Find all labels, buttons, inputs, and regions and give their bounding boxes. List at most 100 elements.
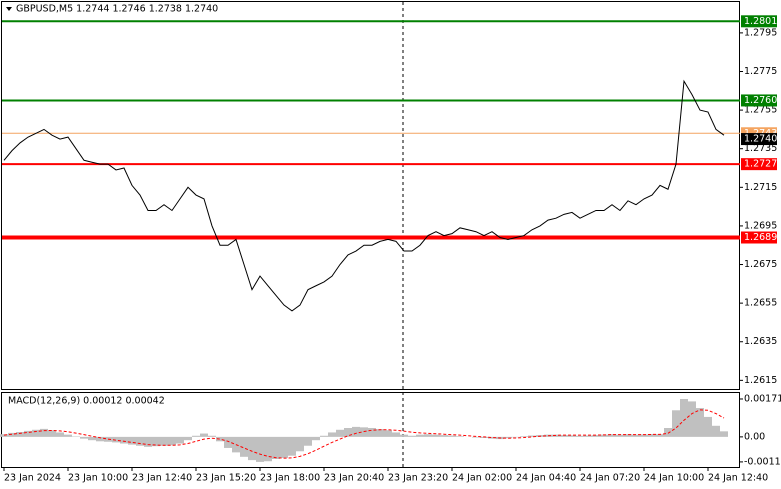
macd-bar	[360, 427, 368, 437]
macd-bar	[0, 434, 8, 437]
macd-bar	[480, 436, 488, 438]
macd-bar	[416, 434, 424, 437]
macd-bar	[48, 430, 56, 437]
macd-bar	[672, 410, 680, 437]
macd-bar	[296, 436, 304, 452]
signal-line	[3, 409, 725, 459]
macd-bar	[168, 436, 176, 446]
macd-bar	[408, 435, 416, 437]
level-label-box	[741, 15, 777, 28]
macd-bar	[288, 436, 296, 456]
macd-bar	[320, 435, 328, 437]
macd-bar	[368, 428, 376, 437]
y-tick-label: 1.2795	[744, 27, 777, 38]
macd-bar	[456, 436, 464, 437]
macd-bar	[264, 436, 272, 462]
macd-bar	[488, 436, 496, 439]
macd-bar	[712, 425, 720, 437]
price-line	[3, 79, 725, 312]
y-tick-label: 1.2735	[744, 143, 777, 154]
macd-bar	[608, 434, 616, 437]
macd-bar	[560, 435, 568, 437]
macd-bar	[352, 426, 360, 437]
macd-bar	[544, 434, 552, 437]
macd-bar	[144, 436, 152, 447]
macd-bar	[584, 435, 592, 437]
macd-bar	[336, 429, 344, 437]
macd-bar	[680, 398, 688, 437]
level-label-box	[741, 158, 777, 171]
macd-bar	[240, 436, 248, 457]
macd-bar	[128, 436, 136, 445]
macd-bar	[440, 435, 448, 437]
x-tick-label: 24 Jan 07:20	[580, 473, 640, 484]
macd-bar	[696, 408, 704, 437]
macd-bar	[152, 436, 160, 447]
macd-bar	[616, 434, 624, 437]
x-tick-label: 24 Jan 04:40	[516, 473, 576, 484]
x-tick-label: 23 Jan 20:40	[324, 473, 384, 484]
y-tick-label: 1.2655	[744, 298, 777, 309]
macd-bar	[136, 436, 144, 446]
macd-bar	[704, 416, 712, 437]
macd-bar	[192, 435, 200, 437]
macd-bar	[16, 431, 24, 437]
macd-bar	[720, 431, 728, 437]
y-tick-label: 1.2615	[744, 375, 777, 386]
macd-bar	[96, 436, 104, 442]
macd-bar	[112, 436, 120, 443]
macd-bar	[472, 436, 480, 438]
x-tick-label: 24 Jan 02:00	[452, 473, 512, 484]
level-label: 1.2801	[744, 16, 777, 27]
macd-bar	[40, 428, 48, 437]
x-tick-label: 23 Jan 10:00	[68, 473, 128, 484]
macd-bar	[312, 436, 320, 441]
x-tick-label: 23 Jan 23:20	[388, 473, 448, 484]
macd-bar	[24, 430, 32, 437]
macd-bar	[520, 436, 528, 437]
macd-bar	[184, 436, 192, 441]
macd-bar	[664, 428, 672, 437]
macd-bar	[56, 432, 64, 437]
macd-bar	[200, 433, 208, 437]
macd-bar	[120, 436, 128, 444]
macd-panel-frame	[1, 392, 740, 468]
y-tick-label: 1.2755	[744, 105, 777, 116]
y-tick-label: 1.2715	[744, 182, 777, 193]
macd-bar	[304, 436, 312, 446]
x-tick-label: 23 Jan 12:40	[132, 473, 192, 484]
macd-bar	[280, 436, 288, 458]
macd-bar	[176, 436, 184, 444]
macd-bar	[216, 436, 224, 442]
macd-bar	[504, 436, 512, 439]
menu-arrow	[6, 7, 12, 11]
macd-bar	[432, 434, 440, 437]
macd-bar	[648, 433, 656, 437]
y-tick-label: 0.00	[744, 431, 765, 442]
macd-bar	[384, 430, 392, 437]
macd-bar	[632, 434, 640, 437]
macd-bar	[80, 436, 88, 439]
y-tick-label: 1.2635	[744, 336, 777, 347]
macd-bar	[64, 434, 72, 437]
macd-bar	[376, 429, 384, 437]
macd-bar	[448, 435, 456, 437]
macd-bar	[8, 432, 16, 437]
macd-bar	[224, 436, 232, 448]
macd-bar	[88, 436, 96, 441]
macd-bar	[624, 434, 632, 437]
macd-bar	[160, 436, 168, 446]
level-label: 1.2760	[744, 95, 777, 106]
x-tick-label: 24 Jan 12:40	[708, 473, 768, 484]
x-tick-label: 23 Jan 15:20	[196, 473, 256, 484]
macd-bar	[424, 434, 432, 437]
level-label: 1.2689	[744, 232, 777, 243]
current-price-label: 1.2740	[744, 134, 777, 145]
macd-bar	[592, 435, 600, 437]
macd-bar	[576, 435, 584, 437]
level-label: 1.2727	[744, 159, 777, 170]
main-panel-frame	[1, 1, 740, 390]
level-label-box	[741, 94, 777, 107]
y-tick-label: 1.2675	[744, 259, 777, 270]
